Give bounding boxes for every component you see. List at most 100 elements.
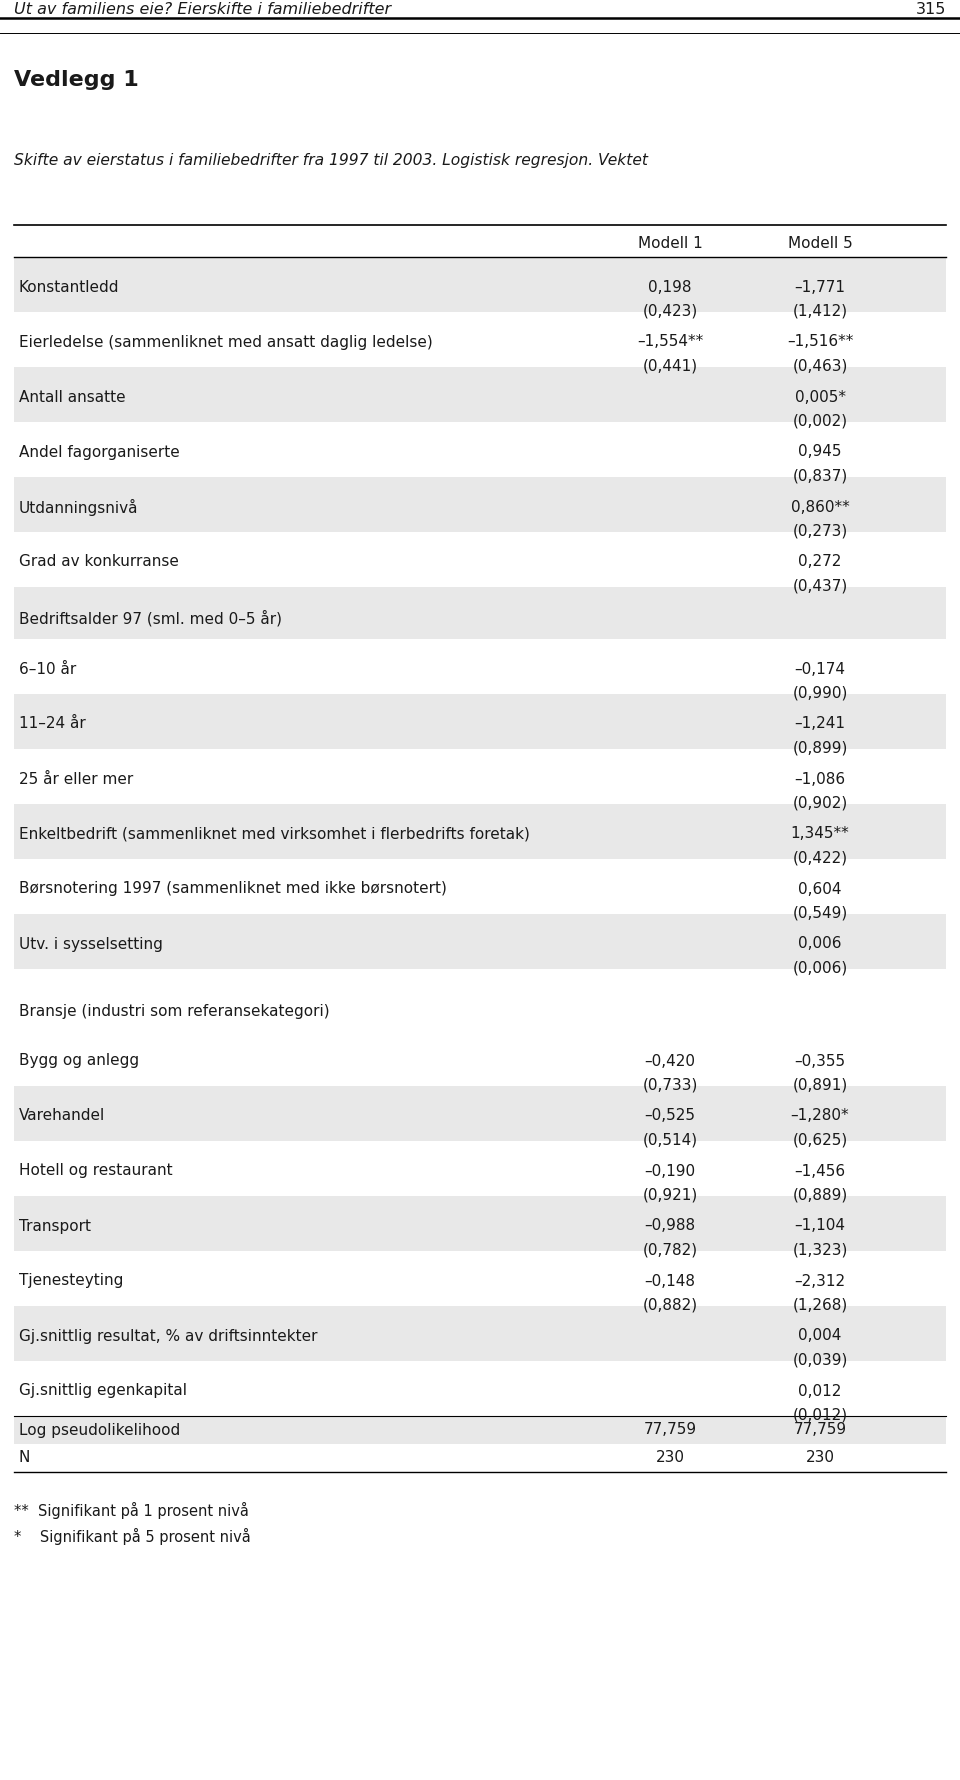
Text: Vedlegg 1: Vedlegg 1: [14, 69, 139, 91]
Text: –1,771: –1,771: [795, 279, 846, 294]
Text: (0,012): (0,012): [792, 1408, 848, 1422]
Text: 0,604: 0,604: [799, 881, 842, 897]
Bar: [14, 1141, 946, 1196]
Text: (0,441): (0,441): [642, 358, 698, 374]
Text: (0,514): (0,514): [642, 1132, 698, 1148]
Text: (0,902): (0,902): [792, 796, 848, 810]
Text: (0,899): (0,899): [792, 740, 848, 755]
Text: Gj.snittlig egenkapital: Gj.snittlig egenkapital: [19, 1383, 187, 1399]
Text: Bedriftsalder 97 (sml. med 0–5 år): Bedriftsalder 97 (sml. med 0–5 år): [19, 611, 282, 627]
Bar: [14, 639, 946, 694]
Text: (0,437): (0,437): [792, 578, 848, 593]
Text: Hotell og restaurant: Hotell og restaurant: [19, 1164, 173, 1178]
Text: 0,272: 0,272: [799, 555, 842, 570]
Text: Log pseudolikelihood: Log pseudolikelihood: [19, 1422, 180, 1438]
Bar: [14, 1444, 946, 1472]
Text: Modell 5: Modell 5: [787, 235, 852, 251]
Text: 0,004: 0,004: [799, 1328, 842, 1344]
Text: (0,882): (0,882): [642, 1298, 698, 1312]
Text: (0,549): (0,549): [792, 906, 848, 920]
Text: Bransje (industri som referansekategori): Bransje (industri som referansekategori): [19, 1004, 329, 1018]
Text: (1,268): (1,268): [792, 1298, 848, 1312]
Text: Utdanningsnivå: Utdanningsnivå: [19, 498, 138, 516]
Text: –0,420: –0,420: [644, 1054, 695, 1068]
Text: (0,625): (0,625): [792, 1132, 848, 1148]
Text: –1,456: –1,456: [795, 1164, 846, 1178]
Bar: [14, 749, 946, 805]
Text: 0,012: 0,012: [799, 1383, 842, 1399]
Bar: [14, 1251, 946, 1307]
Text: (0,039): (0,039): [792, 1353, 848, 1367]
Text: Børsnotering 1997 (sammenliknet med ikke børsnotert): Børsnotering 1997 (sammenliknet med ikke…: [19, 881, 446, 897]
Text: 0,198: 0,198: [648, 279, 692, 294]
Bar: [14, 1196, 946, 1251]
Text: Ut av familiens eie? Eierskifte i familiebedrifter: Ut av familiens eie? Eierskifte i famili…: [14, 2, 391, 16]
Text: (0,002): (0,002): [792, 413, 848, 429]
Text: Gj.snittlig resultat, % av driftsinntekter: Gj.snittlig resultat, % av driftsinntekt…: [19, 1328, 318, 1344]
Text: –1,086: –1,086: [795, 771, 846, 787]
Text: (0,273): (0,273): [792, 523, 848, 539]
Text: (0,422): (0,422): [792, 851, 848, 865]
Bar: [14, 312, 946, 367]
Text: *    Signifikant på 5 prosent nivå: * Signifikant på 5 prosent nivå: [14, 1527, 251, 1545]
Text: Eierledelse (sammenliknet med ansatt daglig ledelse): Eierledelse (sammenliknet med ansatt dag…: [19, 335, 433, 349]
Text: 11–24 år: 11–24 år: [19, 717, 85, 732]
Text: (0,921): (0,921): [642, 1187, 698, 1203]
Text: Grad av konkurranse: Grad av konkurranse: [19, 555, 179, 570]
Text: –0,190: –0,190: [644, 1164, 696, 1178]
Bar: [14, 477, 946, 532]
Text: (0,463): (0,463): [792, 358, 848, 374]
Text: –1,104: –1,104: [795, 1219, 846, 1234]
Bar: [14, 422, 946, 477]
Text: 1,345**: 1,345**: [791, 826, 850, 842]
Text: Enkeltbedrift (sammenliknet med virksomhet i flerbedrifts foretak): Enkeltbedrift (sammenliknet med virksomh…: [19, 826, 530, 842]
Text: 315: 315: [916, 2, 946, 16]
Text: –2,312: –2,312: [795, 1273, 846, 1289]
Text: 230: 230: [805, 1451, 834, 1465]
Text: –1,554**: –1,554**: [636, 335, 703, 349]
Text: –0,525: –0,525: [644, 1109, 695, 1123]
Bar: [14, 1417, 946, 1444]
Text: Konstantledd: Konstantledd: [19, 279, 119, 294]
Bar: [14, 968, 946, 1031]
Bar: [14, 860, 946, 913]
Text: –0,174: –0,174: [795, 662, 846, 676]
Text: 0,860**: 0,860**: [791, 500, 850, 514]
Bar: [14, 694, 946, 749]
Text: (0,423): (0,423): [642, 304, 698, 319]
Text: –0,988: –0,988: [644, 1219, 696, 1234]
Text: Utv. i sysselsetting: Utv. i sysselsetting: [19, 936, 163, 952]
Text: **  Signifikant på 1 prosent nivå: ** Signifikant på 1 prosent nivå: [14, 1502, 249, 1518]
Bar: [14, 367, 946, 422]
Bar: [14, 256, 946, 312]
Text: Andel fagorganiserte: Andel fagorganiserte: [19, 445, 180, 459]
Text: Tjenesteyting: Tjenesteyting: [19, 1273, 124, 1289]
Text: (0,837): (0,837): [792, 468, 848, 484]
Text: N: N: [19, 1451, 31, 1465]
Bar: [14, 805, 946, 860]
Text: 77,759: 77,759: [793, 1422, 847, 1438]
Text: 0,945: 0,945: [799, 445, 842, 459]
Text: 6–10 år: 6–10 år: [19, 662, 76, 676]
Text: –0,148: –0,148: [644, 1273, 695, 1289]
Text: –1,516**: –1,516**: [787, 335, 853, 349]
Text: –0,355: –0,355: [795, 1054, 846, 1068]
Text: –1,241: –1,241: [795, 717, 846, 732]
Text: –1,280*: –1,280*: [791, 1109, 850, 1123]
Text: (0,782): (0,782): [642, 1242, 698, 1257]
Text: (0,006): (0,006): [792, 961, 848, 975]
Bar: [14, 1086, 946, 1141]
Text: (0,891): (0,891): [792, 1077, 848, 1093]
Text: (0,889): (0,889): [792, 1187, 848, 1203]
Bar: [14, 1307, 946, 1362]
Bar: [14, 1031, 946, 1086]
Bar: [14, 587, 946, 639]
Text: (0,990): (0,990): [792, 685, 848, 701]
Text: 230: 230: [656, 1451, 684, 1465]
Bar: [14, 532, 946, 587]
Text: 25 år eller mer: 25 år eller mer: [19, 771, 133, 787]
Text: 0,005*: 0,005*: [795, 390, 846, 404]
Text: Antall ansatte: Antall ansatte: [19, 390, 126, 404]
Text: 77,759: 77,759: [643, 1422, 697, 1438]
Text: Modell 1: Modell 1: [637, 235, 703, 251]
